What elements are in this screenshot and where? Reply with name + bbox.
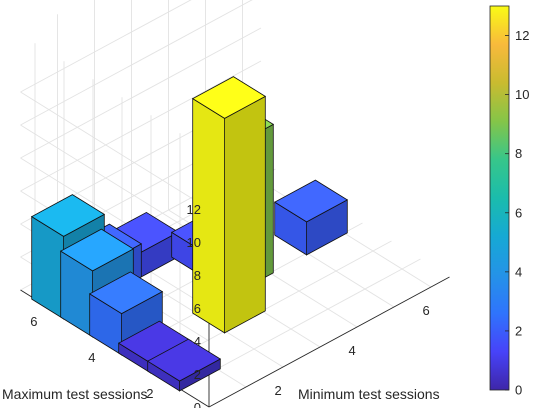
- y-tick-label: 6: [30, 314, 37, 329]
- colorbar-tick-label: 8: [515, 146, 522, 161]
- bar: [146, 338, 222, 392]
- z-tick-label: 6: [194, 301, 201, 316]
- x-tick-label: 2: [275, 383, 282, 398]
- colorbar-tick-label: 10: [515, 87, 529, 102]
- bar-top: [191, 76, 267, 119]
- axis-ticks: 0 2 4 6 8 10 12 2 4 6 2 4 6: [30, 202, 429, 408]
- y-tick-label: 2: [146, 386, 153, 401]
- grid-line: [20, 0, 253, 126]
- colorbar-ticks: 0 2 4 6 8 10 12: [505, 28, 529, 398]
- bar-top: [273, 179, 349, 223]
- y-axis-label: Maximum test sessions: [2, 386, 147, 402]
- x-axis-label: Minimum test sessions: [298, 386, 440, 402]
- colorbar-tick-label: 6: [515, 205, 522, 220]
- z-tick-label: 2: [194, 367, 201, 382]
- grid-line: [20, 0, 192, 93]
- colorbar: [489, 5, 510, 391]
- x-tick-label: 4: [349, 343, 356, 358]
- x-tick-label: 6: [423, 303, 430, 318]
- z-tick-label: 4: [194, 334, 201, 349]
- bar-top: [59, 228, 135, 272]
- bar-top: [30, 194, 106, 237]
- bars-group: [30, 76, 349, 392]
- bar-top: [146, 338, 222, 382]
- grid-line: [20, 27, 262, 159]
- y-tick-label: 4: [88, 350, 95, 365]
- z-tick-label: 8: [194, 268, 201, 283]
- colorbar-tick-label: 2: [515, 323, 522, 338]
- colorbar-tick-label: 0: [515, 383, 522, 398]
- bar: [191, 76, 267, 334]
- z-tick-label: 12: [187, 202, 201, 217]
- bar-top: [88, 271, 164, 315]
- grid-line: [20, 91, 210, 210]
- grid-line: [20, 124, 210, 243]
- colorbar-tick-label: 12: [515, 28, 529, 43]
- grid-line: [20, 60, 262, 192]
- colorbar-tick-label: 4: [515, 264, 522, 279]
- z-tick-label: 0: [194, 400, 201, 408]
- bar-face: [224, 95, 266, 334]
- x-axis-line: [208, 276, 450, 408]
- z-tick-label: 10: [187, 235, 201, 250]
- bar: [273, 179, 349, 256]
